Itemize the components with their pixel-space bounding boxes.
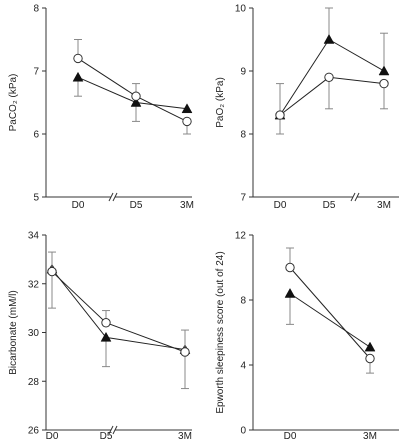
data-point-triangle: [323, 33, 335, 44]
data-point-triangle: [100, 331, 112, 342]
y-tick-label: 0: [240, 426, 246, 437]
y-tick-label: 4: [240, 361, 246, 372]
chart-panel-1: 5 6 7 8 D0 D5 3M PaCO₂ (kPa): [8, 4, 194, 212]
data-point-circle: [182, 116, 192, 127]
y-tick-label: 32: [28, 279, 40, 290]
data-point-circle: [379, 78, 389, 89]
y-axis-title: PaCO₂ (kPa): [8, 74, 19, 132]
data-point-circle: [180, 347, 190, 357]
data-point-circle: [47, 266, 57, 277]
x-tick-label: D5: [323, 200, 336, 211]
series-triangle: [274, 7, 390, 135]
data-point-circle: [365, 353, 375, 364]
series-line: [51, 268, 186, 351]
series-triangle: [72, 71, 193, 122]
x-tick-label: D0: [46, 431, 59, 440]
x-tick-label: 3M: [180, 200, 194, 211]
series-circle: [47, 251, 190, 357]
axis-break-mark: [112, 192, 118, 202]
y-tick-label: 12: [235, 231, 247, 242]
axis-break-mark: [350, 192, 356, 202]
series-circle: [275, 72, 389, 120]
data-point-triangle: [181, 103, 193, 114]
data-point-triangle: [284, 287, 296, 298]
y-axis-title: Bicarbonate (mM/l): [8, 290, 19, 374]
data-point-triangle: [378, 65, 390, 76]
series-circle: [285, 247, 375, 374]
data-point-circle: [324, 72, 334, 83]
y-tick-label: 30: [28, 328, 40, 339]
x-tick-label: 3M: [178, 431, 192, 440]
y-tick-label: 34: [28, 231, 40, 242]
data-point-circle: [73, 53, 83, 64]
y-tick-label: 6: [33, 130, 39, 141]
series-line: [51, 271, 186, 353]
x-tick-label: D5: [130, 200, 143, 211]
x-tick-label: 3M: [363, 431, 377, 440]
axis-break-mark: [354, 192, 360, 202]
chart-panel-2: 7 8 9 10 D0 D5 3M PaO₂ (kPa): [215, 4, 399, 211]
data-point-circle: [131, 91, 141, 101]
data-point-circle: [285, 262, 295, 273]
series-triangle: [46, 263, 191, 390]
data-point-triangle: [364, 341, 376, 352]
y-tick-label: 7: [33, 67, 39, 78]
axis-break-mark: [108, 425, 114, 435]
x-tick-label: 3M: [377, 200, 391, 211]
x-tick-label: D0: [274, 200, 287, 211]
x-tick-label: D0: [284, 431, 297, 440]
chart-panel-4: 0 4 8 12 D0 3M Epworth sleepiness score (out o…: [215, 231, 399, 440]
x-tick-label: D5: [100, 431, 113, 440]
series-line: [77, 57, 188, 122]
y-axis-title: Epworth sleepiness score (out of 24): [215, 251, 226, 413]
series-triangle: [284, 287, 376, 352]
y-tick-label: 28: [28, 377, 40, 388]
y-tick-label: 26: [28, 426, 40, 437]
data-point-circle: [275, 110, 285, 120]
axis-break-mark: [112, 425, 118, 435]
series-circle: [73, 39, 192, 135]
data-point-triangle: [72, 71, 84, 82]
series-line: [279, 76, 385, 116]
y-tick-label: 8: [33, 4, 39, 15]
y-axis-title: PaO₂ (kPa): [215, 77, 226, 128]
y-tick-label: 8: [240, 130, 246, 141]
axis-break-mark: [108, 192, 114, 202]
y-tick-label: 7: [240, 193, 246, 204]
y-tick-label: 5: [33, 193, 39, 204]
y-tick-label: 10: [235, 4, 247, 15]
y-tick-label: 8: [240, 296, 246, 307]
y-tick-label: 9: [240, 67, 246, 78]
series-line: [289, 267, 371, 359]
x-tick-label: D0: [72, 200, 85, 211]
data-point-circle: [101, 318, 111, 328]
data-point-triangle: [130, 96, 142, 107]
series-line: [289, 293, 371, 348]
chart-panel-3: 26 28 30 32 34 D0 D5 3M Bicarbonate (mM/l): [8, 231, 192, 440]
